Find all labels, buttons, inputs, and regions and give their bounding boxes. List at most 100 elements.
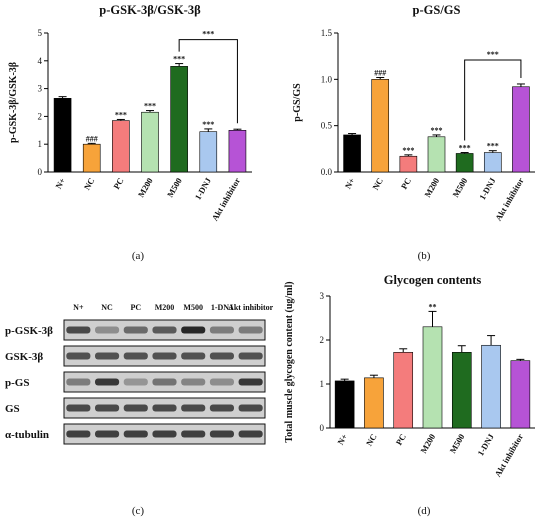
x-tick-label: M200 [136, 176, 155, 199]
blot-band [123, 404, 148, 412]
blot-row-label: p-GS [5, 377, 29, 389]
blot-band [181, 404, 206, 412]
significance-mark: ### [86, 134, 98, 143]
y-tick-label: 3 [38, 84, 43, 94]
x-tick-label: N+ [53, 176, 67, 191]
y-tick-label: 5 [38, 28, 43, 38]
panel-label-a: (a) [132, 250, 145, 262]
y-tick-label: 0.5 [321, 121, 333, 131]
blot-band [66, 378, 91, 386]
bar-PC [112, 120, 130, 173]
blot-band [209, 404, 234, 412]
y-tick-label: 0 [38, 167, 43, 177]
lane-label: M500 [183, 303, 203, 312]
bracket-label: *** [487, 50, 499, 59]
chart-b: p-GS/GS p-GS/GS 0.0 0.5 1.0 1.5 N+ ### NC *** PC **… [292, 3, 535, 223]
blot-band [181, 378, 206, 386]
x-tick-label: Akt inhibitor [492, 432, 525, 479]
blot-band [123, 326, 148, 334]
bar-Akt inhibitor [228, 130, 247, 173]
chart-title: p-GSK-3β/GSK-3β [99, 3, 201, 17]
lane-label: Akt inhibitor [228, 303, 274, 312]
blot-band [181, 352, 206, 360]
significance-mark: *** [402, 146, 414, 155]
x-tick-label: PC [399, 176, 413, 191]
blot-row-label: α-tubulin [5, 429, 49, 441]
blot-band [152, 430, 177, 438]
blot-band [238, 404, 263, 412]
blot-band [238, 430, 263, 438]
y-axis-label: Total muscle glycogen content (ug/ml) [284, 281, 295, 442]
chart-d: Glycogen contents Total muscle glycogen c… [284, 273, 535, 479]
x-tick-label: 1-DNJ [193, 175, 214, 201]
y-tick-label: 1 [320, 379, 325, 389]
bar-Akt inhibitor [510, 360, 531, 429]
blot-row-label: GSK-3β [5, 351, 43, 363]
significance-mark: *** [202, 120, 214, 129]
lane-label: NC [101, 303, 113, 312]
lane-label: M200 [155, 303, 175, 312]
significance-mark: ** [429, 302, 437, 311]
blot-row-label: GS [5, 403, 20, 415]
blot-band [95, 404, 120, 412]
bar-1-DNJ [483, 152, 502, 173]
comparison-bracket [464, 59, 522, 141]
y-tick-label: 2 [320, 335, 325, 345]
blot-band [95, 352, 120, 360]
lane-label: 1-DNJ [211, 303, 233, 312]
y-tick-label: 0.0 [321, 167, 333, 177]
x-tick-label: Akt inhibitor [210, 176, 243, 223]
x-tick-label: NC [370, 176, 385, 192]
blot-band [238, 326, 263, 334]
x-tick-label: 1-DNJ [475, 431, 496, 457]
x-tick-label: NC [364, 432, 379, 448]
blot-band [95, 430, 120, 438]
panel-label-d: (d) [418, 505, 431, 517]
x-tick-label: NC [82, 176, 97, 192]
bar-PC [393, 352, 414, 429]
y-tick-label: 4 [38, 56, 43, 66]
bar-N+ [334, 380, 355, 429]
bar-M200 [422, 326, 443, 429]
bar-N+ [53, 98, 72, 173]
y-tick-label: 1.5 [321, 28, 333, 38]
blot-band [209, 430, 234, 438]
y-axis-label: p-GS/GS [292, 83, 303, 122]
bar-M500 [170, 66, 188, 173]
y-tick-label: 2 [38, 111, 43, 121]
blot-band [181, 326, 206, 334]
blot-band [152, 404, 177, 412]
panel-label-c: (c) [132, 505, 145, 517]
x-tick-label: N+ [343, 176, 357, 191]
lane-label: PC [130, 303, 141, 312]
significance-mark: *** [115, 110, 127, 119]
x-tick-label: Akt inhibitor [493, 176, 526, 223]
blot-band [152, 326, 177, 334]
blot-band [66, 326, 91, 334]
bar-M200 [427, 136, 446, 173]
x-tick-label: PC [394, 432, 408, 447]
x-tick-label: M200 [422, 176, 441, 199]
significance-mark: *** [144, 102, 156, 111]
significance-mark: *** [459, 144, 471, 153]
bar-NC [364, 377, 384, 429]
bar-Akt inhibitor [512, 86, 530, 173]
blot-row-label: p-GSK-3β [5, 325, 53, 337]
chart-title: Glycogen contents [384, 273, 482, 287]
blot-band [209, 378, 234, 386]
blot-band [123, 430, 148, 438]
blot-band [152, 352, 177, 360]
bar-1-DNJ [481, 344, 501, 429]
x-tick-label: M200 [418, 432, 437, 455]
significance-mark: *** [173, 55, 185, 64]
blot-band [152, 378, 177, 386]
blot-band [66, 430, 91, 438]
blot-band [238, 378, 263, 386]
significance-mark: *** [487, 142, 499, 151]
blot-band [181, 430, 206, 438]
bar-M200 [141, 111, 159, 173]
blot-band [209, 352, 234, 360]
lane-label: N+ [73, 303, 84, 312]
